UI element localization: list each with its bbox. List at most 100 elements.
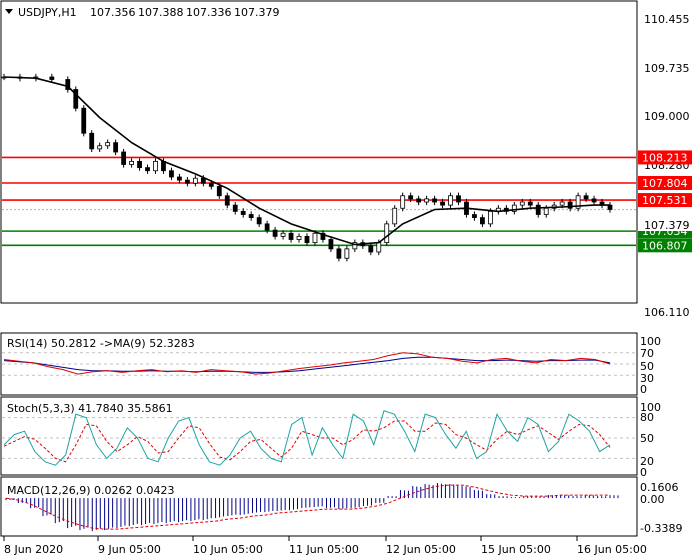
candle-body: [216, 185, 222, 197]
time-label-0: 8 Jun 2020: [4, 543, 63, 556]
candle-body: [312, 232, 318, 244]
rsi-tick-0: 100: [640, 335, 661, 348]
candle-body: [73, 89, 79, 109]
candle-body: [240, 210, 246, 215]
candle-body: [336, 248, 342, 259]
candle-body: [424, 198, 430, 203]
candle-body: [384, 223, 390, 244]
stoch-panel: [2, 410, 636, 466]
price-tick-2: 109.000: [644, 110, 690, 123]
rsi-tick-4: 0: [640, 383, 647, 396]
rsi-tick-2: 50: [640, 360, 654, 373]
stoch-k-line: [3, 410, 611, 466]
candle-body: [232, 204, 238, 212]
candle-body: [344, 248, 350, 259]
candle-body: [376, 242, 382, 253]
candle-body: [511, 204, 517, 212]
time-label-2: 10 Jun 05:00: [193, 543, 263, 556]
candle-body: [328, 239, 334, 250]
price-tick-0: 110.455: [644, 13, 690, 26]
candle-body: [416, 198, 422, 203]
candle-body: [296, 235, 302, 240]
candle-body: [65, 79, 71, 90]
candle-body: [121, 151, 127, 165]
candle-body: [200, 177, 206, 184]
candle-body: [440, 201, 445, 206]
macd-panel-frame: [0, 476, 638, 537]
macd-tick-2: -0.3389: [640, 522, 682, 535]
candle-body: [113, 142, 119, 153]
candle-body: [432, 198, 437, 203]
stoch-tick-3: 20: [640, 455, 654, 468]
candle-body: [169, 170, 174, 178]
candle-body: [137, 160, 142, 169]
time-label-1: 9 Jun 05:00: [98, 543, 161, 556]
candle-body: [448, 195, 453, 206]
stoch-label: Stoch(5,3,3) 41.7840 35.5861: [7, 402, 173, 415]
candle-body: [304, 235, 310, 244]
candle-body: [224, 195, 230, 206]
candle-body: [567, 201, 573, 209]
ohlc-low: 107.336: [186, 6, 232, 19]
candle-body: [543, 207, 549, 215]
rsi-tick-3: 30: [640, 372, 654, 385]
rsi-label: RSI(14) 50.2812 ->MA(9) 52.3283: [7, 337, 195, 350]
candle-body: [352, 242, 358, 250]
stoch-tick-4: 0: [640, 466, 647, 479]
candle-body: [153, 160, 158, 172]
candle-body: [272, 229, 278, 237]
macd-signal-line: [5, 484, 610, 530]
rsi-line: [3, 352, 611, 375]
macd-tick-1: 0.00: [640, 493, 665, 506]
candle-body: [575, 195, 581, 209]
level-label-box-2: [638, 193, 692, 208]
candle-body: [192, 177, 198, 184]
level-label-1: 107.804: [642, 177, 688, 190]
stoch-tick-2: 50: [640, 432, 654, 445]
stoch-d-line: [3, 420, 611, 463]
level-label-0: 108.213: [642, 151, 688, 164]
time-label-5: 15 Jun 05:00: [481, 543, 551, 556]
ohlc-open: 107.356: [90, 6, 136, 19]
candle-body: [105, 142, 111, 147]
ohlc-high: 107.388: [138, 6, 184, 19]
macd-panel: [5, 483, 619, 532]
stoch-tick-1: 80: [640, 411, 654, 424]
candle-body: [177, 176, 182, 181]
main-panel-frame: [0, 0, 638, 304]
level-label-box-4: [638, 238, 692, 253]
current-price-box: [638, 218, 692, 231]
macd-tick-0: 0.1606: [640, 481, 679, 494]
level-label-2: 107.531: [642, 194, 688, 207]
candle-body: [49, 76, 55, 80]
time-label-6: 16 Jun 05:00: [577, 543, 647, 556]
candle-body: [583, 195, 589, 200]
price-tick-1: 109.735: [644, 62, 690, 75]
candle-body: [392, 207, 398, 225]
candle-body: [408, 195, 414, 200]
candle-body: [208, 182, 214, 187]
time-axis: 8 Jun 2020 9 Jun 05:00 10 Jun 05:00 11 Jun …: [3, 536, 647, 556]
current-price-label: 107.379: [644, 219, 690, 232]
level-label-box-0: [638, 150, 692, 165]
candle-body: [248, 214, 254, 219]
price-panel: [1, 73, 636, 262]
candle-body: [184, 179, 190, 184]
candle-body: [487, 210, 493, 225]
candle-body: [320, 232, 326, 240]
ma-line: [3, 76, 610, 246]
collapse-triangle-icon[interactable]: [5, 9, 13, 14]
candle-body: [81, 107, 87, 134]
candle-body: [280, 232, 286, 237]
rsi-tick-1: 70: [640, 347, 654, 360]
candle-body: [591, 198, 597, 203]
candle-body: [256, 217, 262, 225]
ohlc-close: 107.379: [234, 6, 280, 19]
candle-body: [97, 145, 103, 150]
candle-body: [288, 232, 294, 240]
candle-body: [89, 132, 95, 150]
candle-body: [519, 201, 525, 206]
candle-body: [456, 195, 461, 203]
